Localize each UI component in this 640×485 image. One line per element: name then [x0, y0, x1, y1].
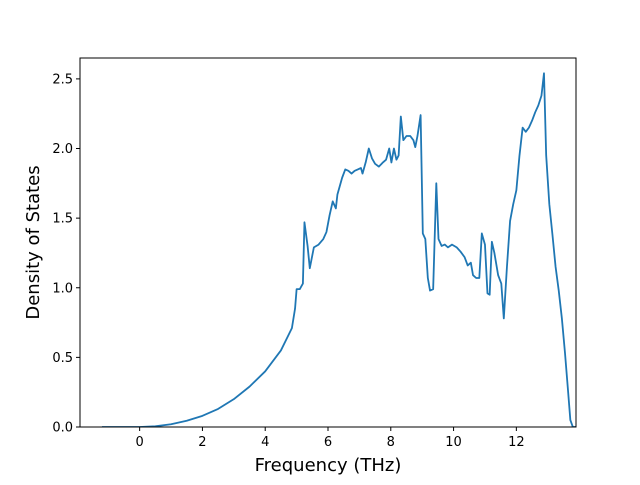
dos-series-line: [101, 72, 576, 427]
axis-ticks: 0 2 4 6 8 10 12 0.0 0.5 1.0 1.5 2.0 2.5: [52, 72, 524, 450]
x-tick-label: 12: [508, 435, 525, 450]
y-axis-label: Density of States: [23, 165, 44, 319]
x-tick-label: 2: [198, 435, 206, 450]
y-tick-label: 2.5: [52, 72, 73, 87]
x-axis-label: Frequency (THz): [255, 455, 402, 476]
y-tick-label: 0.0: [52, 421, 73, 436]
x-tick-label: 6: [324, 435, 332, 450]
x-tick-label: 0: [136, 435, 144, 450]
y-tick-label: 1.0: [52, 281, 73, 296]
x-tick-label: 4: [261, 435, 269, 450]
x-tick-label: 10: [445, 435, 462, 450]
y-tick-label: 2.0: [52, 142, 73, 157]
y-tick-label: 0.5: [52, 351, 73, 366]
y-tick-label: 1.5: [52, 212, 73, 227]
x-tick-label: 8: [387, 435, 395, 450]
plot-area: [101, 72, 576, 427]
axes-frame: [79, 57, 577, 428]
